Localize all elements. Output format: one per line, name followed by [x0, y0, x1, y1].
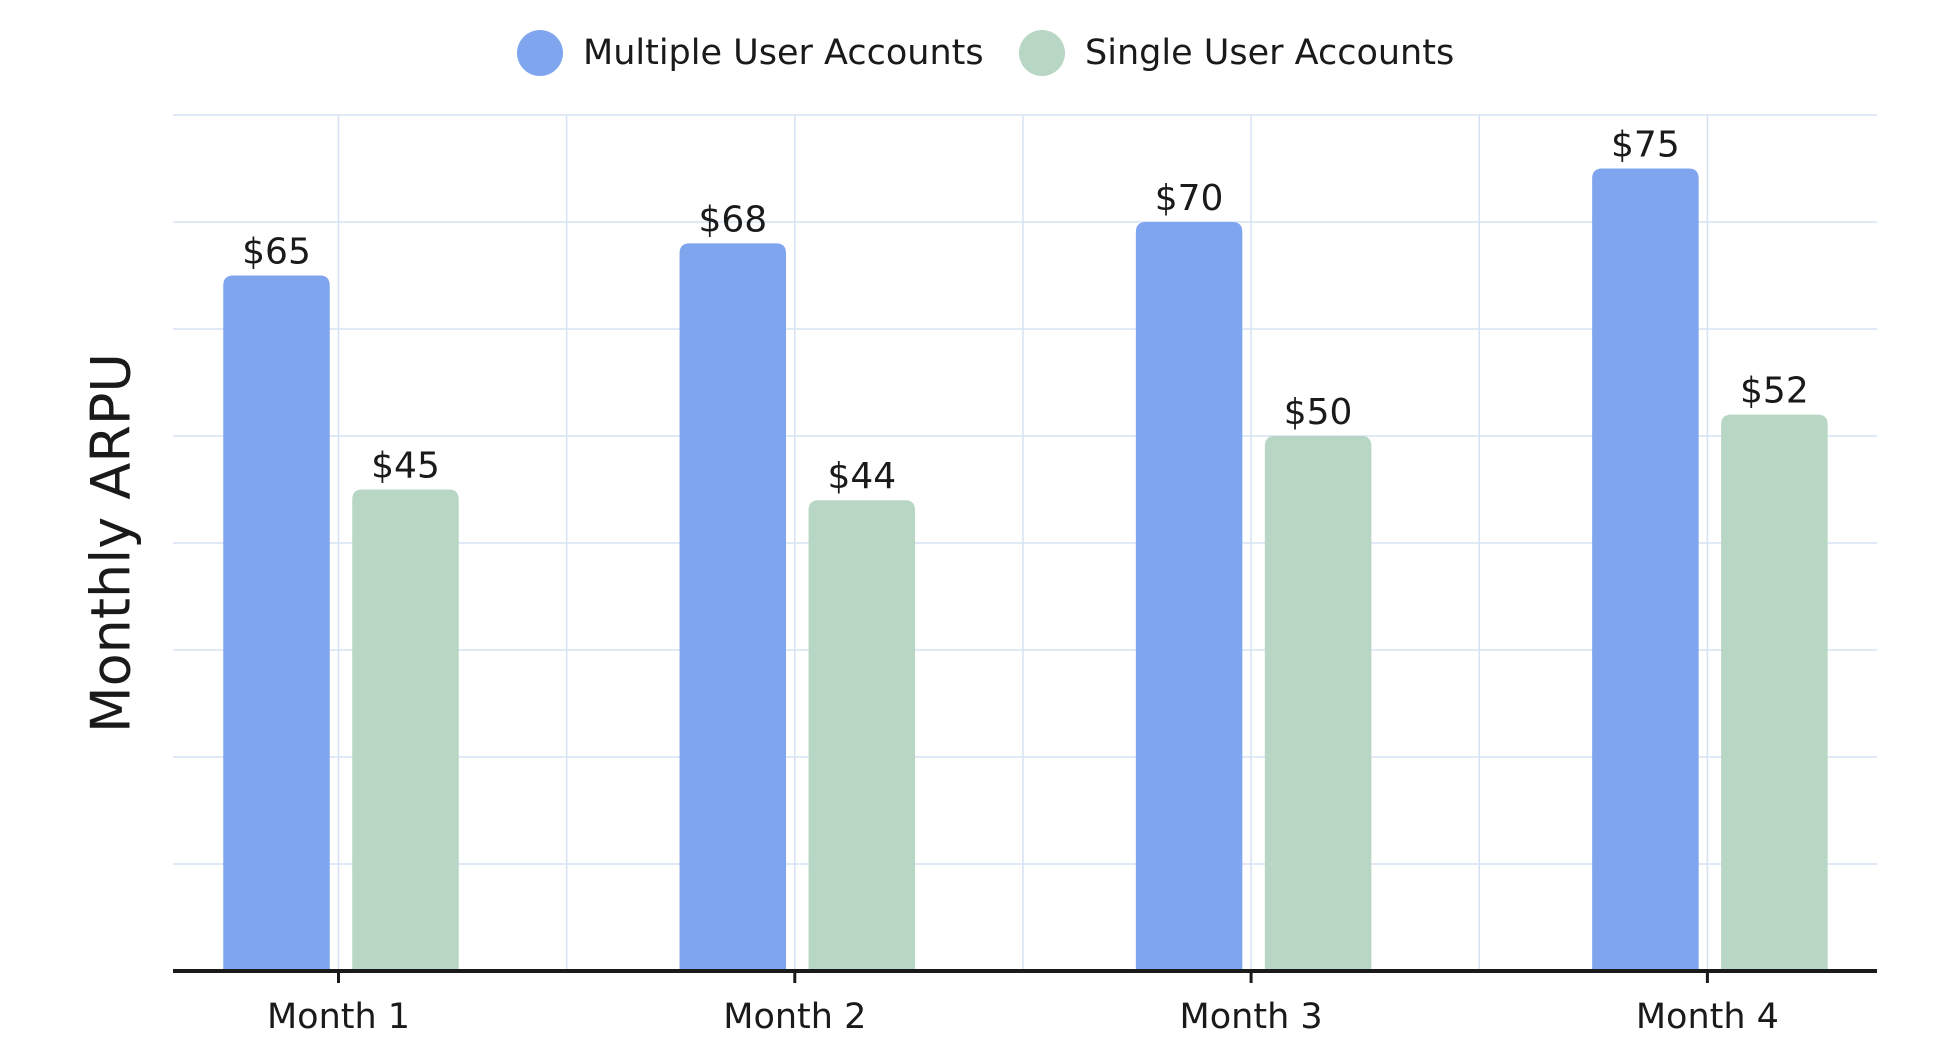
value-label: $70	[1155, 178, 1224, 219]
bar	[223, 275, 330, 971]
value-label: $45	[371, 446, 440, 487]
bar	[1592, 168, 1699, 971]
bar	[1135, 222, 1243, 971]
value-label: $44	[827, 456, 896, 497]
value-label: $75	[1611, 125, 1680, 166]
value-label: $68	[698, 199, 767, 240]
legend-swatch	[517, 30, 563, 76]
bar	[679, 243, 787, 971]
legend-label: Single User Accounts	[1085, 33, 1454, 73]
x-tick-label: Month 1	[267, 997, 410, 1037]
bar	[352, 489, 459, 971]
x-tick-label: Month 2	[723, 997, 866, 1037]
legend-label: Multiple User Accounts	[583, 33, 984, 73]
x-tick-label: Month 3	[1180, 997, 1323, 1037]
value-label: $52	[1740, 371, 1809, 412]
bar	[1264, 436, 1372, 971]
value-label: $65	[242, 232, 311, 273]
bar	[1721, 414, 1828, 972]
y-axis-label: Monthly ARPU	[80, 353, 143, 733]
bar	[808, 500, 916, 971]
x-tick-label: Month 4	[1636, 997, 1779, 1037]
value-label: $50	[1284, 392, 1353, 433]
legend-swatch	[1019, 30, 1065, 76]
